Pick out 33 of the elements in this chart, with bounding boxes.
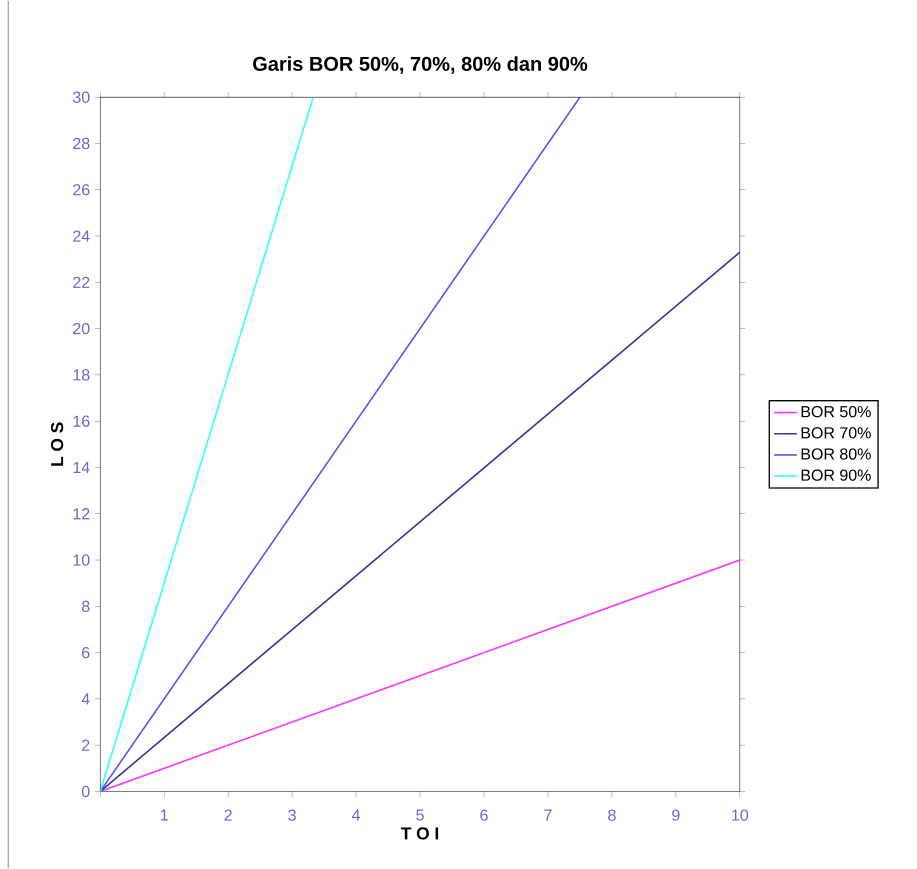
x-tick-label: 9 — [672, 810, 680, 821]
y-tick-label: 28 — [73, 138, 90, 150]
x-tick-label: 10 — [732, 810, 748, 821]
x-tick-label: 7 — [544, 810, 552, 820]
x-tick-label: 2 — [224, 810, 232, 821]
y-tick-label: 14 — [74, 462, 90, 473]
y-tick-label: 26 — [73, 184, 90, 196]
x-tick-label: 8 — [608, 810, 616, 821]
x-axis-title: T O I — [400, 827, 438, 840]
y-tick-label: 30 — [72, 92, 90, 103]
y-tick-label: 18 — [74, 369, 90, 381]
x-tick-label: 1 — [160, 810, 168, 820]
y-axis-title: L O S — [50, 422, 64, 466]
y-tick-label: 2 — [82, 740, 90, 751]
x-tick-label: 3 — [288, 810, 296, 821]
y-tick-label: 24 — [73, 230, 90, 242]
y-tick-label: 4 — [82, 693, 90, 704]
y-tick-label: 12 — [74, 508, 90, 520]
chart-title: Garis BOR 50%, 70%, 80% dan 90% — [253, 56, 588, 74]
y-tick-label: 16 — [74, 416, 90, 427]
y-tick-label: 22 — [73, 276, 90, 288]
legend-label: BOR 80% — [802, 448, 871, 460]
y-tick-label: 6 — [82, 646, 90, 658]
legend-label: BOR 90% — [802, 469, 871, 481]
x-tick-label: 4 — [352, 810, 360, 820]
x-tick-label: 6 — [480, 810, 488, 821]
x-tick-label: 5 — [416, 810, 424, 821]
y-tick-label: 8 — [82, 600, 90, 612]
legend-label: BOR 70% — [802, 427, 871, 438]
y-tick-label: 0 — [82, 786, 90, 798]
legend-label: BOR 50% — [802, 406, 871, 418]
y-tick-label: 10 — [74, 554, 90, 566]
y-tick-label: 20 — [73, 322, 90, 334]
